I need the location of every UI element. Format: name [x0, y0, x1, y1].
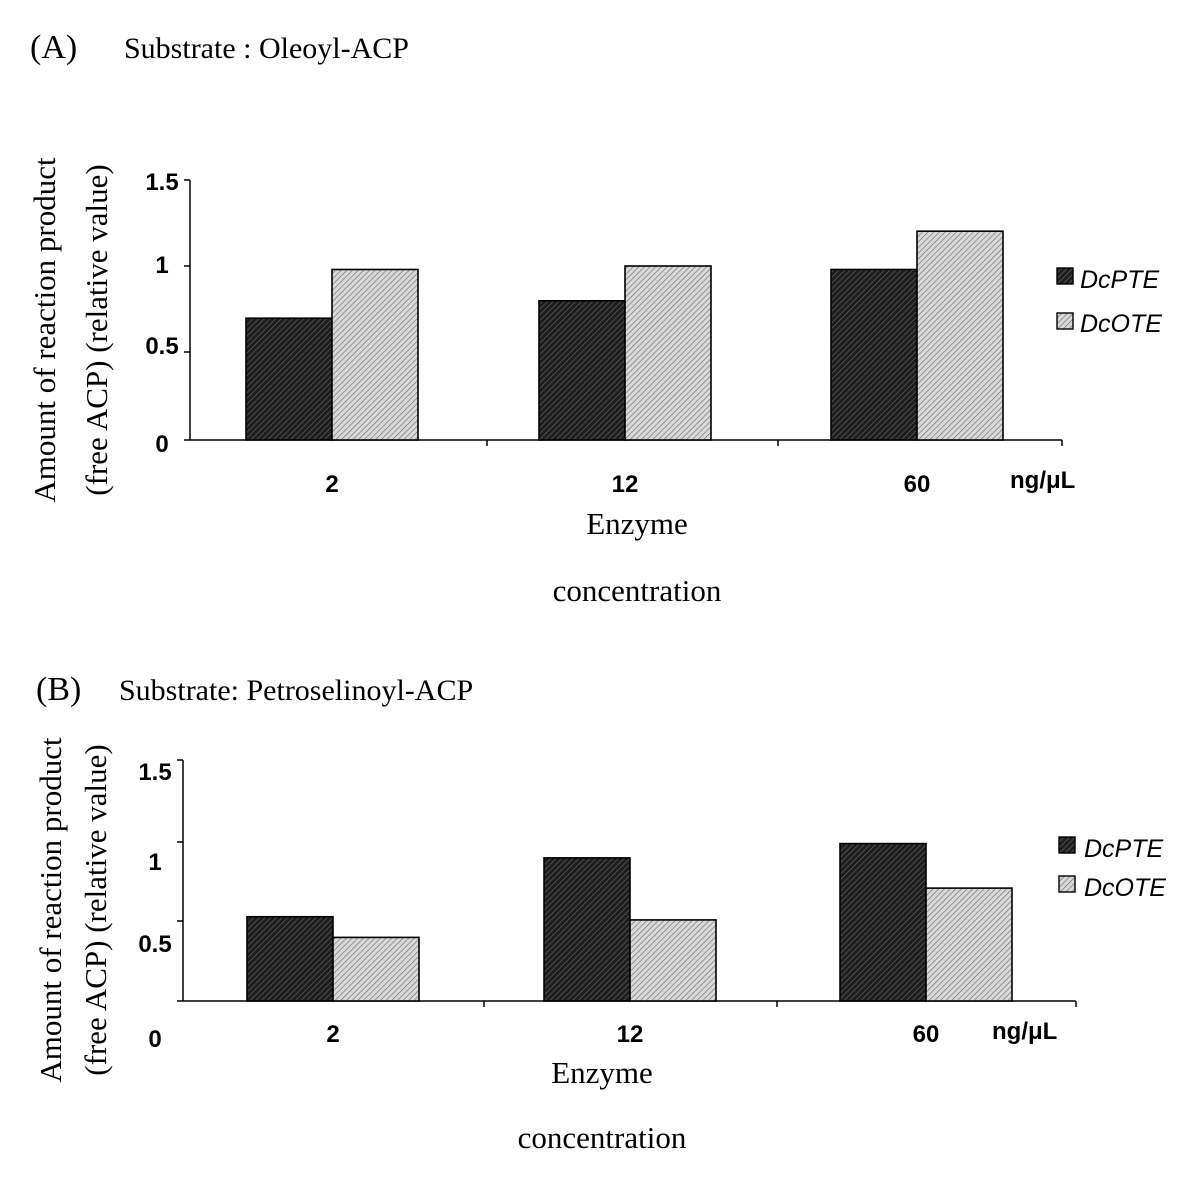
x-axis-label-line1: Enzyme: [586, 506, 688, 541]
legend-swatch-dcote: [1057, 313, 1073, 329]
y-tick-label: 1: [148, 849, 161, 876]
y-axis-label-line1: Amount of reaction product: [27, 157, 62, 503]
x-category-label: 60: [913, 1021, 940, 1048]
chart-panel-a: (A) Substrate : Oleoyl-ACP Amount of react…: [27, 29, 1162, 608]
x-unit-label: ng/μL: [1010, 467, 1075, 494]
legend-swatch-dcote: [1059, 876, 1075, 892]
x-category-label: 2: [326, 1021, 339, 1048]
y-tick-label: 1: [155, 252, 168, 279]
bar-dcote-12: [630, 920, 716, 1001]
x-category-label: 12: [617, 1021, 644, 1048]
x-unit-label: ng/μL: [992, 1018, 1057, 1045]
y-tick-label: 0.5: [145, 333, 178, 360]
x-axis-label-line2: concentration: [553, 573, 722, 608]
charts-layer: (A) Substrate : Oleoyl-ACP Amount of react…: [27, 29, 1166, 1155]
x-category-label: 2: [325, 471, 338, 498]
legend-label-dcpte: DcPTE: [1084, 835, 1164, 863]
legend-label-dcote: DcOTE: [1084, 874, 1166, 902]
chart-title: Substrate: Petroselinoyl-ACP: [119, 674, 473, 707]
bar-dcpte-2: [246, 318, 332, 440]
bar-dcote-2: [332, 269, 418, 440]
bar-dcpte-2: [247, 917, 333, 1001]
bar-dcote-2: [333, 937, 419, 1001]
y-axis-label-line2: (free ACP) (relative value): [79, 164, 114, 495]
legend-swatch-dcpte: [1057, 268, 1073, 284]
panel-label: (B): [36, 671, 81, 708]
legend-label-dcpte: DcPTE: [1080, 266, 1160, 294]
y-axis-label-line2: (free ACP) (relative value): [78, 744, 113, 1075]
y-tick-label: 1.5: [138, 759, 171, 786]
bar-dcpte-60: [831, 269, 917, 440]
bar-dcote-60: [917, 231, 1003, 440]
y-tick-label: 0.5: [138, 931, 171, 958]
bar-dcote-12: [625, 266, 711, 440]
panel-label: (A): [30, 29, 77, 66]
chart-title: Substrate : Oleoyl-ACP: [124, 32, 409, 65]
bar-dcote-60: [926, 888, 1012, 1001]
y-tick-label: 0: [155, 431, 168, 458]
y-tick-label: 1.5: [145, 169, 178, 196]
x-category-label: 60: [904, 471, 931, 498]
x-axis-label-line1: Enzyme: [551, 1055, 653, 1090]
y-tick-label: 0: [148, 1026, 161, 1053]
y-axis-label-line1: Amount of reaction product: [33, 737, 68, 1083]
bar-dcpte-12: [539, 301, 625, 440]
chart-panel-b: (B) Substrate: Petroselinoyl-ACP Amount of…: [33, 671, 1166, 1155]
x-axis-label-line2: concentration: [518, 1120, 687, 1155]
legend-swatch-dcpte: [1059, 837, 1075, 853]
bar-dcpte-12: [544, 858, 630, 1001]
x-category-label: 12: [612, 471, 639, 498]
legend-label-dcote: DcOTE: [1080, 310, 1162, 338]
bar-dcpte-60: [840, 844, 926, 1001]
